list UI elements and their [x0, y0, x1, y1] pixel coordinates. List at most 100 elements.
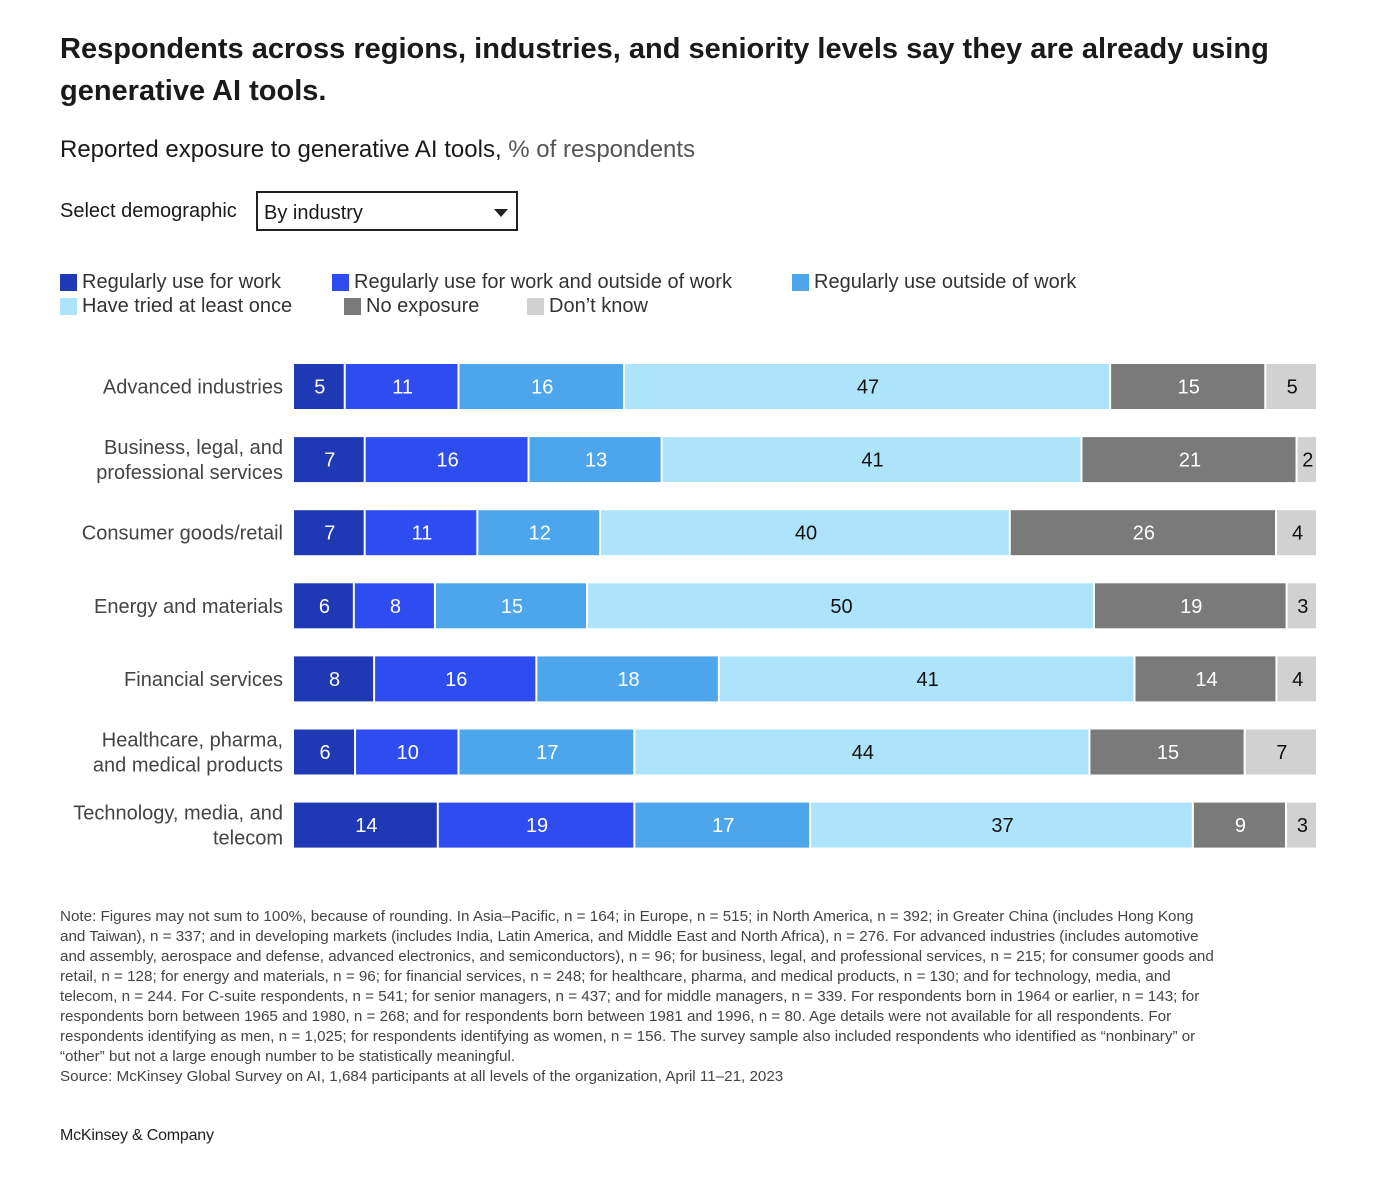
bar-segment [294, 583, 353, 629]
category-label: Consumer goods/retail [82, 523, 283, 545]
note-line: respondents identifying as men, n = 1,02… [60, 1028, 1196, 1045]
legend-item-regular-work: Regularly use for work [60, 271, 281, 294]
data-label: 18 [617, 669, 639, 691]
bar-segment [294, 656, 374, 702]
bar-segment [529, 437, 661, 483]
data-label: 37 [991, 815, 1013, 837]
bar-segment [1277, 510, 1316, 556]
demographic-select-label: Select demographic [60, 200, 237, 222]
bar-segment [624, 364, 1110, 409]
data-label: 16 [531, 377, 553, 399]
category-label: Advanced industries [103, 377, 283, 399]
bar-segment [1193, 802, 1285, 848]
bar-segment [1287, 583, 1316, 629]
demographic-select-value: By industry [264, 202, 363, 224]
legend-item-no-exposure: No exposure [344, 295, 479, 318]
bar-segment [537, 656, 718, 702]
category-label: Healthcare, pharma, [102, 730, 283, 752]
legend-item-regular-outside: Regularly use outside of work [792, 271, 1076, 294]
data-label: 15 [1178, 377, 1200, 399]
legend-label: Don’t know [549, 295, 648, 317]
subtitle-unit: % of respondents [508, 136, 696, 163]
legend-label: Have tried at least once [82, 295, 293, 317]
data-label: 9 [1235, 815, 1246, 837]
bar-segment [459, 364, 623, 409]
bar-segment [1082, 437, 1296, 483]
legend-label: Regularly use outside of work [814, 271, 1077, 293]
bar-segment [811, 802, 1192, 848]
bar-segment [1010, 510, 1276, 556]
data-label: 17 [712, 815, 734, 837]
data-label: 14 [1195, 669, 1217, 691]
bar-segment [345, 364, 458, 409]
note-line: Note: Figures may not sum to 100%, becau… [60, 908, 1194, 925]
legend-item-regular-both: Regularly use for work and outside of wo… [332, 271, 732, 294]
data-label: 5 [314, 377, 325, 399]
legend-swatch [527, 298, 544, 315]
legend-swatch [332, 274, 349, 291]
legend-label: No exposure [366, 295, 480, 317]
note-line: and assembly, aerospace and defense, adv… [60, 948, 1214, 965]
bar-segment [1286, 802, 1316, 848]
data-label: 5 [1287, 377, 1298, 399]
data-label: 41 [861, 450, 883, 472]
bar-segment [719, 656, 1134, 702]
data-label: 7 [324, 523, 335, 545]
data-label: 11 [392, 377, 413, 399]
bar-segment [354, 583, 434, 629]
chart-subtitle: Reported exposure to generative AI tools… [60, 136, 695, 164]
data-label: 41 [917, 669, 939, 691]
data-label: 47 [857, 377, 879, 399]
data-label: 21 [1179, 450, 1201, 472]
data-label: 6 [319, 742, 330, 764]
subtitle-main: Reported exposure to generative AI tools… [60, 136, 502, 163]
data-label: 4 [1292, 523, 1303, 545]
data-label: 15 [1157, 742, 1179, 764]
bar-segment [375, 656, 536, 702]
category-label: Business, legal, and [104, 437, 283, 459]
data-label: 26 [1133, 523, 1155, 545]
demographic-select[interactable]: By industry [256, 191, 518, 231]
source-line: Source: McKinsey Global Survey on AI, 1,… [60, 1068, 784, 1085]
data-label: 7 [1276, 742, 1287, 764]
bar-segment [1277, 656, 1316, 702]
legend-item-tried-once: Have tried at least once [60, 295, 292, 318]
legend-swatch [792, 274, 809, 291]
bar-segment [635, 729, 1089, 775]
bar-segment [1135, 656, 1276, 702]
category-label: Energy and materials [94, 596, 283, 618]
bar-segment [588, 583, 1093, 629]
data-label: 7 [324, 450, 335, 472]
bar-segment [438, 802, 634, 848]
bar-segment [1266, 364, 1316, 409]
bar-segment [1094, 583, 1286, 629]
legend-swatch [60, 298, 77, 315]
data-label: 8 [390, 596, 401, 618]
chevron-down-icon[interactable] [494, 209, 508, 217]
data-label: 13 [585, 450, 607, 472]
bar-segment [294, 510, 364, 556]
legend-swatch [60, 274, 77, 291]
note-line: retail, n = 128; for energy and material… [60, 968, 1171, 985]
category-label: and medical products [93, 755, 283, 777]
bar-segment [365, 437, 528, 483]
legend-label: Regularly use for work and outside of wo… [354, 271, 732, 293]
data-label: 40 [795, 523, 817, 545]
data-label: 44 [852, 742, 874, 764]
data-label: 16 [436, 450, 458, 472]
chart-note: Note: Figures may not sum to 100%, becau… [60, 907, 1322, 1087]
legend-label: Regularly use for work [82, 271, 281, 293]
legend-item-dont-know: Don’t know [527, 295, 648, 318]
data-label: 15 [501, 596, 523, 618]
chart-title: Respondents across regions, industries, … [60, 33, 1269, 107]
data-label: 3 [1297, 815, 1308, 837]
bar-segment [601, 510, 1009, 556]
note-line: and Taiwan), n = 337; and in developing … [60, 928, 1199, 945]
data-label: 19 [1180, 596, 1202, 618]
bar-segment [662, 437, 1081, 483]
bar-segment [294, 729, 355, 775]
bar-segment [294, 364, 344, 409]
category-label: professional services [96, 462, 283, 484]
bar-segment [294, 802, 437, 848]
